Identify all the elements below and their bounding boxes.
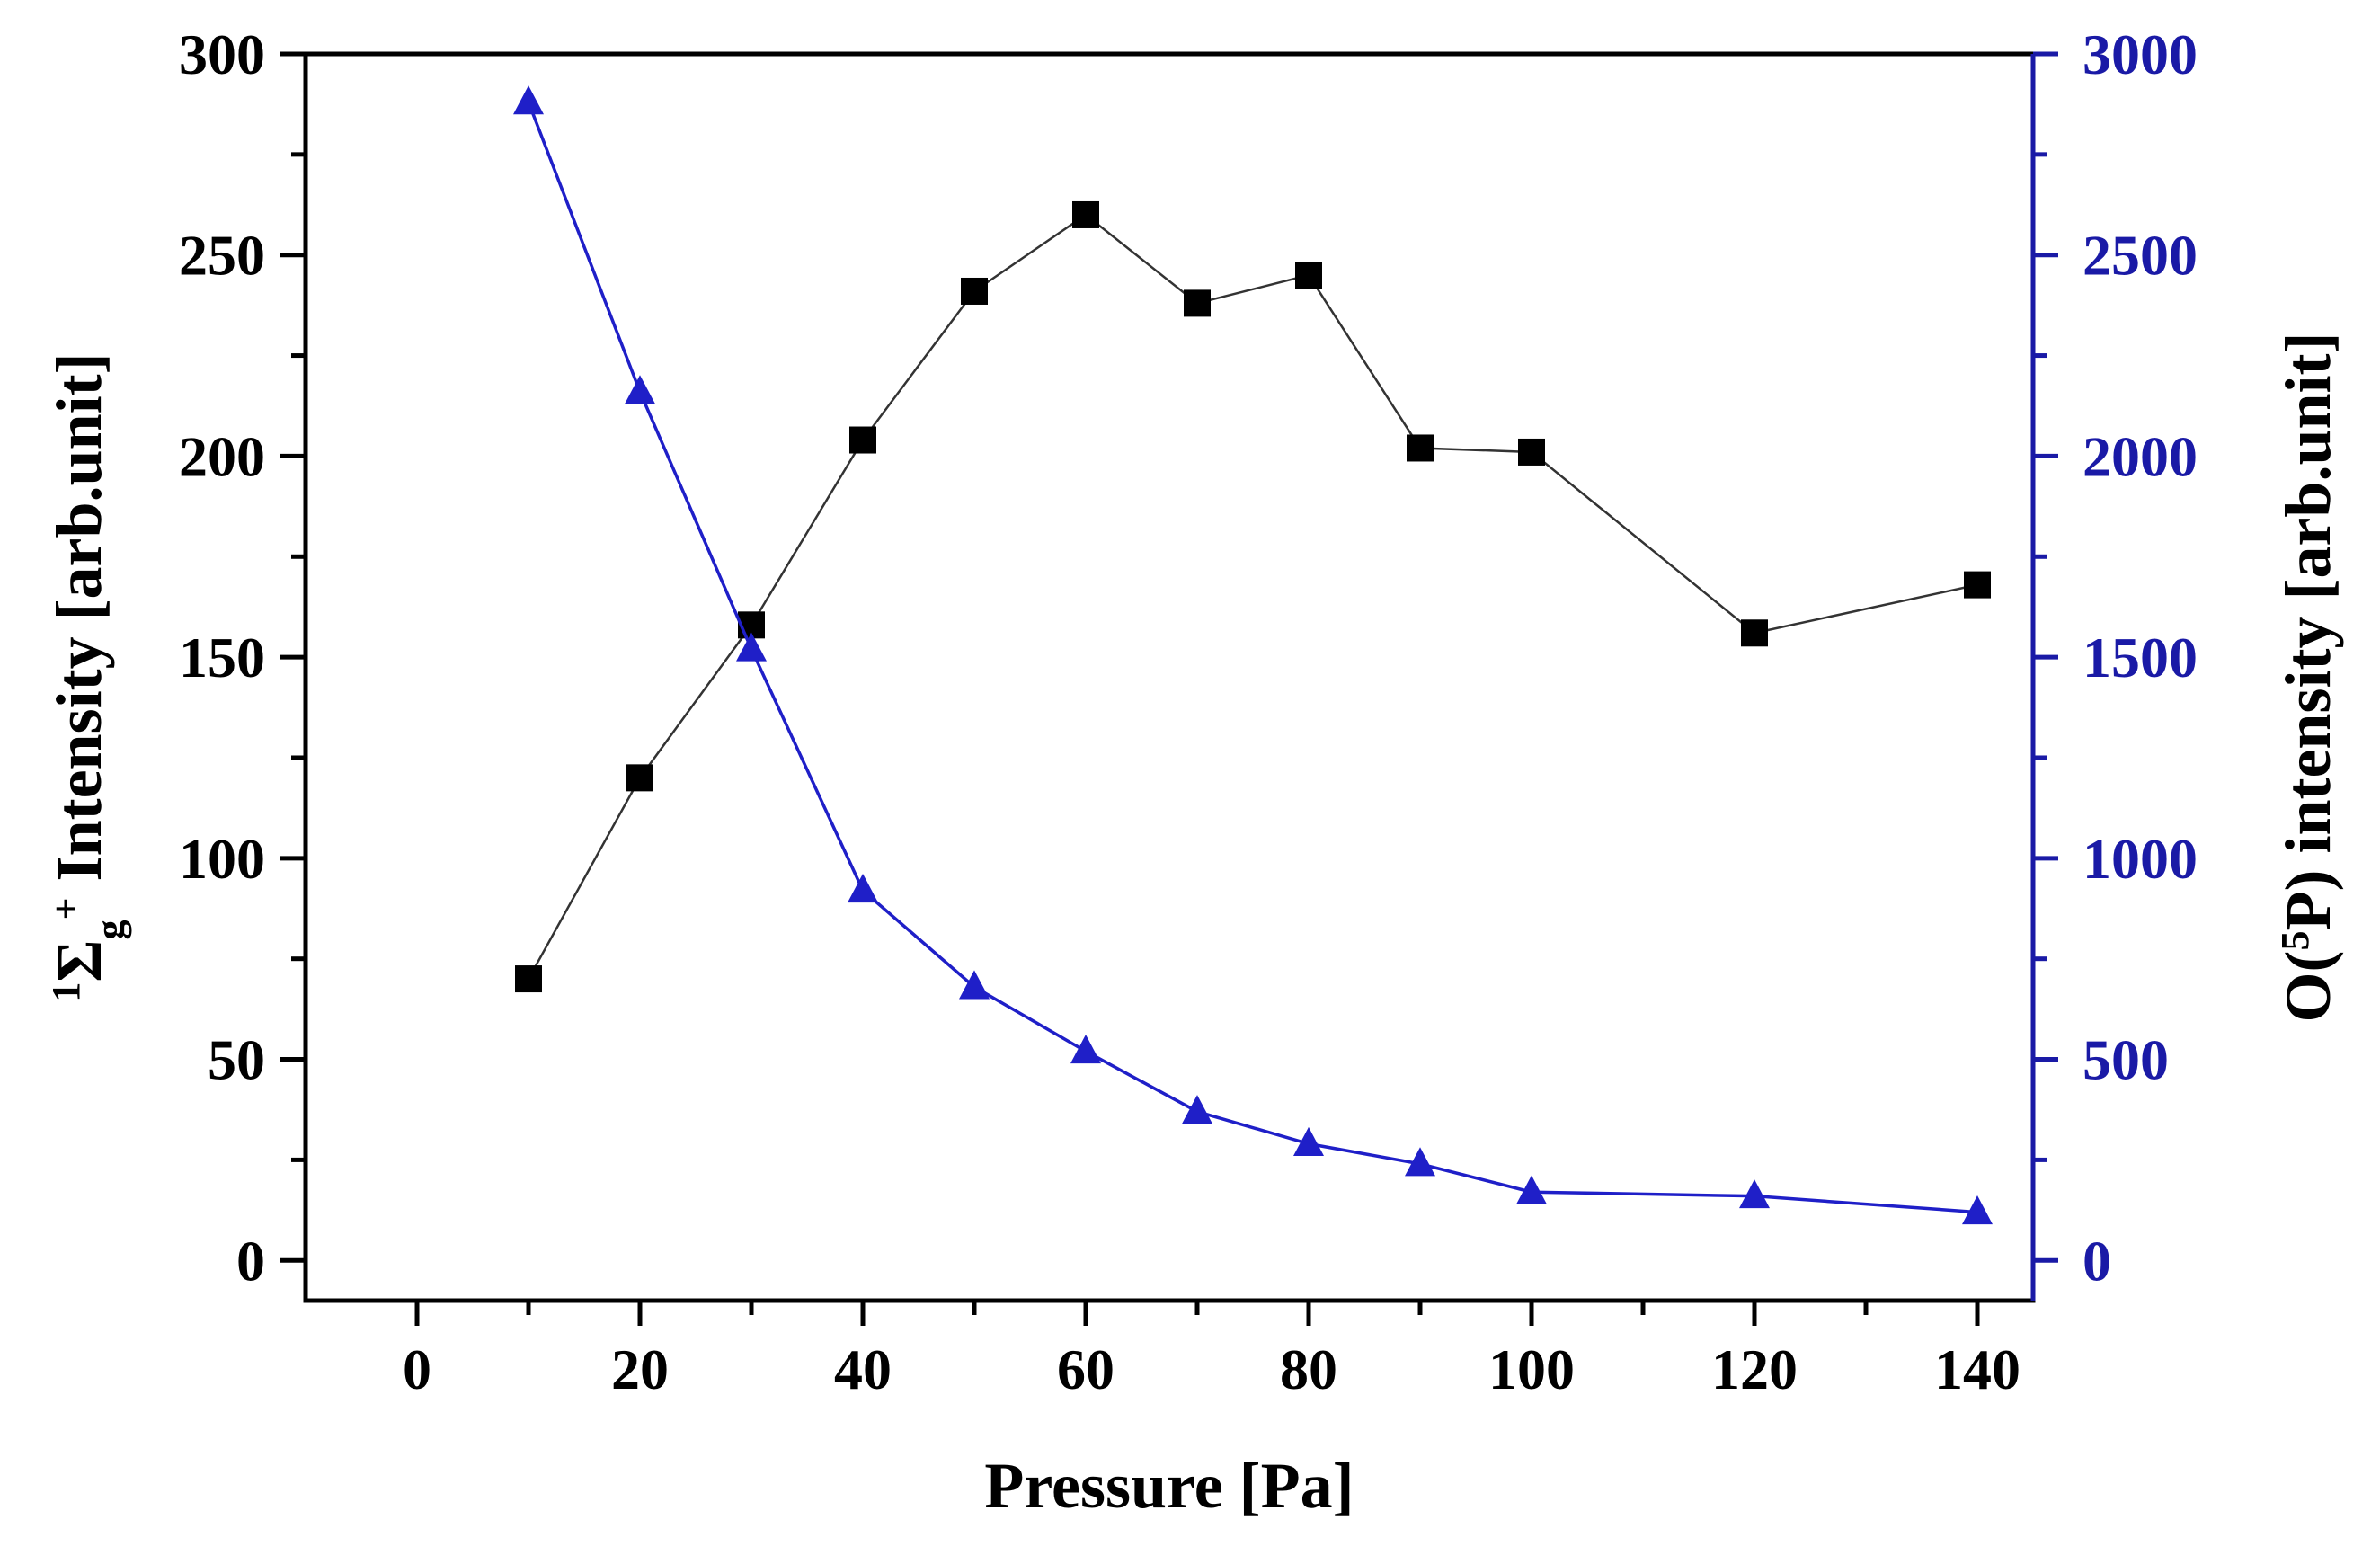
y-left-tick-label: 150 [179,626,265,689]
y-right-tick-label: 1500 [2082,626,2198,689]
x-tick-label: 60 [1057,1337,1115,1401]
y-right-axis-title: O(5P) intensity [arb.unit] [2272,333,2344,1023]
series-1-line [527,213,1978,980]
y-right-title-prefix: O( [2272,951,2344,1023]
y-left-title-subscript: g [88,920,132,940]
y-left-title-prefix-superscript: 1 [44,982,88,1002]
series-2-point [1962,1195,1993,1225]
x-tick-label: 100 [1488,1337,1575,1401]
series-1-point [626,764,653,792]
series-1-point [1741,619,1768,647]
x-tick-label: 0 [403,1337,431,1401]
x-tick-label: 20 [611,1337,669,1401]
series-1-point [849,426,876,454]
series-2-point [1516,1175,1547,1204]
x-tick-label: 120 [1711,1337,1798,1401]
series-1-point [1295,262,1322,289]
x-axis-title: Pressure [Pa] [984,1450,1354,1522]
y-left-axis-title: 1Σg+ Intensity [arb.unit] [43,352,132,1001]
series-1-point [515,965,542,993]
series-2-point [1739,1179,1770,1209]
plot-frame [303,51,2036,1303]
y-right-tick-label: 2000 [2082,424,2198,488]
series-1-point [1184,289,1211,317]
series-2-point [1182,1095,1212,1124]
y-left-tick-label: 100 [179,827,265,891]
x-tick-label: 80 [1280,1337,1337,1401]
series-1-point [1407,434,1434,462]
series-1-point [1964,571,1991,599]
y-right-tick-label: 500 [2082,1028,2169,1092]
y-left-tick-label: 50 [208,1028,265,1092]
series-1-point [1518,438,1545,466]
x-tick-label: 40 [834,1337,892,1401]
series-2-point [513,85,544,115]
y-left-tick-label: 0 [236,1229,265,1293]
y-right-title-superscript: 5 [2273,931,2317,951]
y-left-title-symbol: Σ [43,940,115,982]
series-2-point [848,874,878,903]
series-1-point [961,277,988,305]
y-left-title-text: Intensity [arb.unit] [43,352,115,897]
x-tick-label: 140 [1934,1337,2020,1401]
series-2-point [1405,1147,1435,1177]
series-2-point [625,375,655,404]
y-right-tick-label: 1000 [2082,827,2198,891]
y-right-tick-label: 2500 [2082,224,2198,288]
series-1-point [1072,200,1099,228]
y-left-tick-label: 200 [179,424,265,488]
y-left-title-superscript: + [44,897,88,920]
series-2-point [736,632,767,662]
series-2-line [527,102,1978,1214]
y-right-tick-label: 3000 [2082,22,2198,86]
series-2-point [959,970,990,1000]
y-left-tick-label: 300 [179,22,265,86]
series-2-point [1293,1126,1324,1157]
y-right-tick-label: 0 [2082,1229,2111,1293]
y-left-tick-label: 250 [179,224,265,288]
y-right-title-text: P) intensity [arb.unit] [2272,333,2344,931]
series-2-point [1070,1035,1101,1064]
